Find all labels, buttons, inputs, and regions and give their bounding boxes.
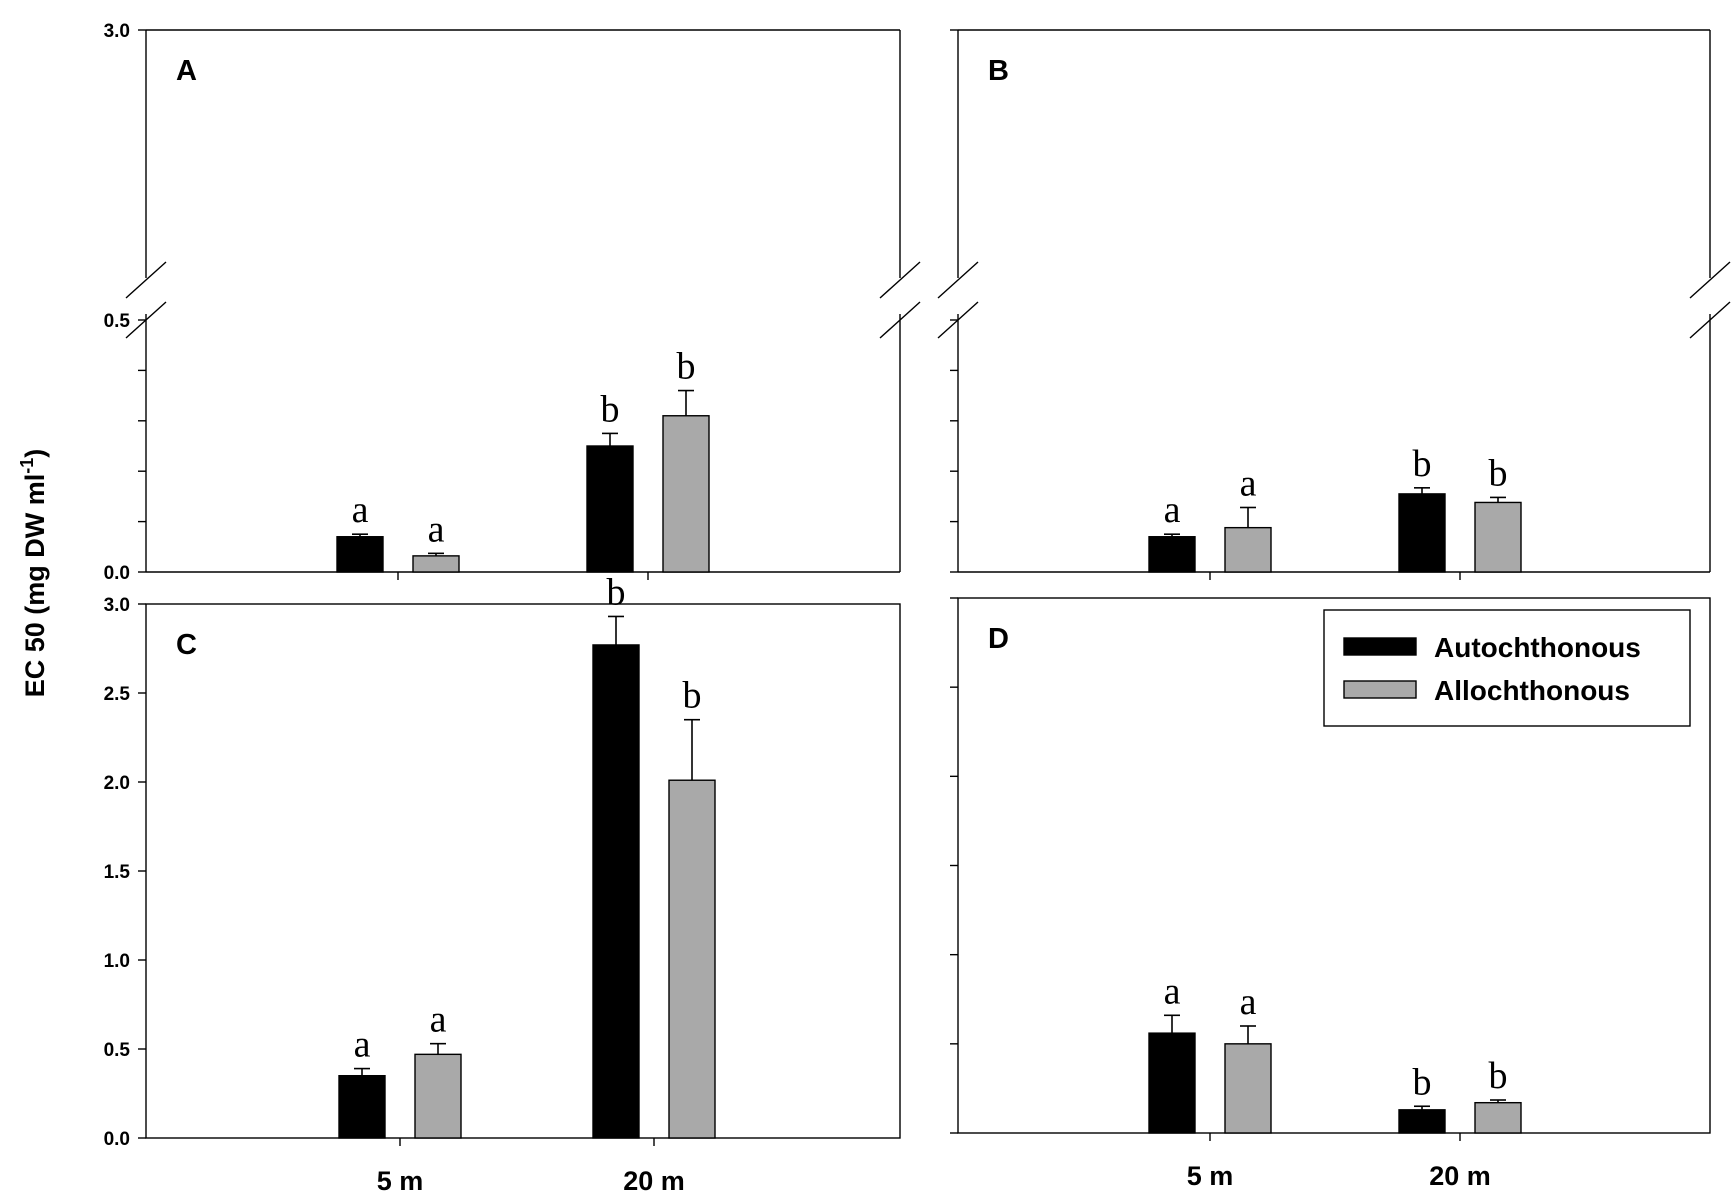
legend-swatch-autochthonous — [1343, 637, 1417, 656]
y-tick-label: 3.0 — [104, 21, 130, 42]
bar-autochthonous-20m — [1398, 493, 1446, 573]
category-label: 5 m — [377, 1166, 424, 1196]
significance-letter: b — [1413, 443, 1432, 485]
bar-allochthonous-20m — [1474, 501, 1522, 573]
legend-frame — [1323, 609, 1691, 727]
y-tick-label: 0.5 — [104, 311, 131, 332]
y-tick-label: 2.0 — [104, 773, 130, 794]
panel-b: Ba a b b — [937, 29, 1731, 580]
axis-break-mark — [125, 261, 167, 299]
y-tick-label: 0.0 — [104, 563, 130, 584]
bar-autochthonous-5m — [1148, 536, 1196, 573]
significance-letter: b — [1413, 1061, 1432, 1103]
y-tick-label: 2.5 — [104, 684, 131, 705]
y-axis-label-superscript: -1 — [17, 458, 37, 474]
category-label: 5 m — [1187, 1161, 1234, 1191]
y-tick-label: 1.5 — [104, 862, 131, 883]
significance-letter: a — [1240, 462, 1257, 504]
bar-allochthonous-20m — [1474, 1101, 1522, 1134]
significance-letter: a — [1164, 489, 1181, 531]
bar-autochthonous-5m — [1148, 1032, 1196, 1134]
significance-letter: a — [354, 1024, 371, 1066]
bar-autochthonous-5m — [336, 536, 384, 573]
panel-label: C — [176, 629, 197, 661]
y-tick-label: 0.5 — [104, 1040, 131, 1061]
y-tick-label: 1.0 — [104, 951, 130, 972]
legend-label-autochthonous: Autochthonous — [1434, 632, 1641, 663]
svg-text:EC 50 (mg DW ml-1): EC 50 (mg DW ml-1) — [17, 449, 50, 698]
panel-label: D — [988, 623, 1009, 655]
y-tick-label: 3.0 — [104, 595, 130, 616]
y-tick-label: 0.0 — [104, 1129, 130, 1150]
axis-break-mark — [937, 261, 979, 299]
y-axis-label-close: ) — [20, 449, 50, 458]
bar-allochthonous-20m — [662, 415, 710, 573]
y-axis-label: EC 50 (mg DW ml-1) — [17, 449, 50, 698]
panels: 3.0 0.5 0.0 Aa a b b Ba a b b 0.0 0.5 1.0 1.5 2.0 2.5 3.0… — [104, 21, 1731, 1196]
panel-d: Da a 5 m b b 20 m — [950, 597, 1711, 1191]
significance-letter: b — [1489, 452, 1508, 494]
panel-label: A — [176, 55, 197, 87]
panel-label: B — [988, 55, 1009, 87]
bar-allochthonous-5m — [412, 555, 460, 573]
significance-letter: b — [607, 571, 626, 613]
significance-letter: b — [1489, 1055, 1508, 1097]
category-label: 20 m — [623, 1166, 685, 1196]
significance-letter: b — [683, 675, 702, 717]
category-label: 20 m — [1429, 1161, 1491, 1191]
significance-letter: b — [677, 346, 696, 388]
axis-break-mark — [1689, 301, 1731, 339]
bar-autochthonous-20m — [586, 445, 634, 573]
legend-label-allochthonous: Allochthonous — [1434, 675, 1630, 706]
axis-break-mark — [879, 301, 921, 339]
bar-allochthonous-5m — [1224, 1043, 1272, 1134]
bar-allochthonous-5m — [1224, 526, 1272, 573]
bar-autochthonous-20m — [592, 644, 640, 1139]
frame — [145, 603, 901, 1139]
significance-letter: a — [428, 508, 445, 550]
axis-break-mark — [879, 261, 921, 299]
bar-allochthonous-5m — [414, 1053, 462, 1139]
significance-letter: a — [430, 999, 447, 1041]
panel-c: 0.0 0.5 1.0 1.5 2.0 2.5 3.0 Ca a 5 m b b 20 m — [104, 571, 901, 1196]
significance-letter: b — [601, 388, 620, 430]
significance-letter: a — [1240, 981, 1257, 1023]
bar-allochthonous-20m — [668, 779, 716, 1139]
legend: Autochthonous Allochthonous — [1323, 609, 1691, 727]
axis-break-mark — [1689, 261, 1731, 299]
significance-letter: a — [352, 489, 369, 531]
bar-autochthonous-20m — [1398, 1109, 1446, 1134]
legend-swatch-allochthonous — [1343, 680, 1417, 699]
y-axis-label-main: EC 50 (mg DW ml — [20, 474, 50, 698]
significance-letter: a — [1164, 970, 1181, 1012]
panel-a: 3.0 0.5 0.0 Aa a b b — [104, 21, 921, 584]
bar-autochthonous-5m — [338, 1074, 386, 1139]
